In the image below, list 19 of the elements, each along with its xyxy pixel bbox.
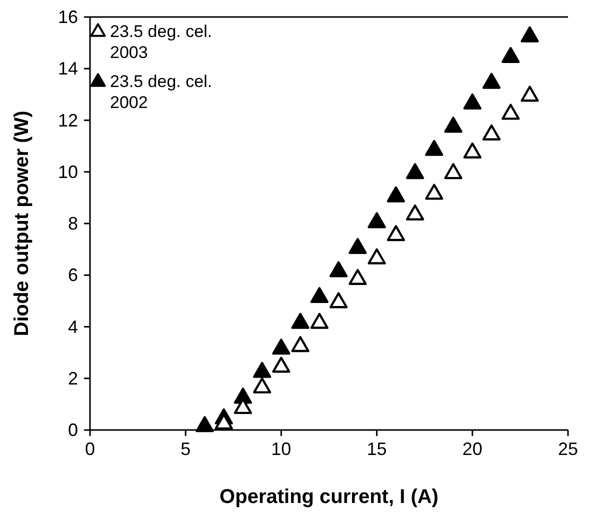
- legend-label: 23.5 deg. cel. 2003: [110, 22, 212, 62]
- x-tick-label: 15: [366, 439, 387, 459]
- y-tick-label: 4: [68, 316, 78, 337]
- x-axis-title: Operating current, I (A): [220, 486, 438, 508]
- y-tick-label: 10: [58, 162, 78, 182]
- y-axis-title: Diode output power (W): [11, 110, 33, 336]
- y-tick-label: 6: [68, 265, 78, 286]
- x-tick-label: 20: [462, 439, 482, 459]
- y-tick-label: 2: [68, 368, 78, 388]
- y-tick-label: 16: [58, 7, 78, 27]
- y-tick-label: 14: [58, 58, 78, 79]
- y-tick-label: 12: [58, 110, 78, 130]
- x-tick-label: 10: [271, 439, 292, 459]
- x-tick-label: 0: [84, 439, 96, 459]
- y-tick-label: 8: [68, 214, 78, 234]
- x-tick-label: 5: [180, 439, 191, 459]
- y-tick-label: 0: [68, 420, 78, 440]
- legend-label: 23.5 deg. cel. 2002: [110, 72, 212, 112]
- x-tick-label: 25: [558, 439, 578, 459]
